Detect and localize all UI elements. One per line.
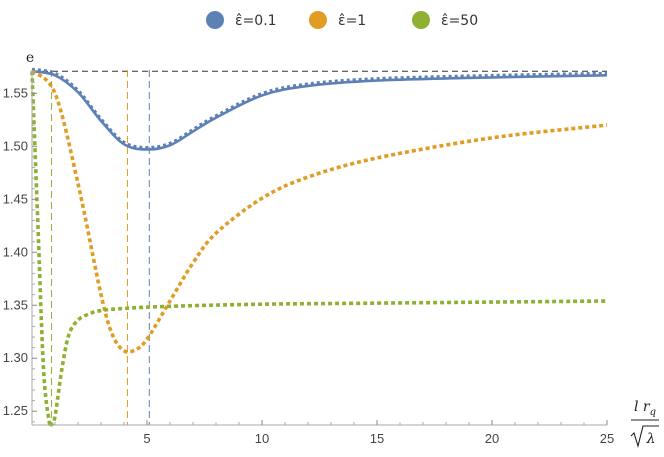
axes — [31, 70, 607, 426]
legend-marker-0 — [206, 11, 224, 29]
x-tick-label-0: 5 — [143, 431, 150, 446]
x-tick-label-3: 20 — [485, 431, 499, 446]
legend-marker-2 — [412, 11, 430, 29]
series-layer — [30, 67, 608, 429]
y-tick-label-5: 1.50 — [3, 138, 28, 153]
legend-label-0: ε̂=0.1 — [235, 13, 277, 29]
y-tick-label-2: 1.35 — [3, 297, 28, 312]
legend-label-2: ε̂=50 — [441, 13, 478, 29]
y-tick-label-6: 1.55 — [3, 85, 28, 100]
legend: ε̂=0.1 ε̂=1 ε̂=50 — [206, 11, 478, 29]
series-line-2 — [30, 71, 608, 429]
x-tick-label-2: 15 — [370, 431, 384, 446]
x-tick-label-4: 25 — [600, 431, 614, 446]
x-tick-label-1: 10 — [255, 431, 269, 446]
series-line-1 — [30, 69, 608, 354]
y-tick-label-0: 1.25 — [3, 403, 28, 418]
y-tick-label-1: 1.30 — [3, 350, 28, 365]
legend-label-1: ε̂=1 — [338, 13, 366, 29]
y-tick-label-3: 1.40 — [3, 244, 28, 259]
x-axis-title: l rq λ — [630, 399, 659, 449]
ticks: 5 10 15 20 25 1.25 1.30 1.35 1.40 1.45 1.50 1.55 — [3, 71, 614, 446]
legend-marker-1 — [309, 11, 327, 29]
x-axis-title-numerator: l rq — [634, 399, 656, 418]
series-line-0-dotted — [31, 67, 608, 149]
x-axis-title-lambda: λ — [646, 431, 656, 447]
y-tick-label-4: 1.45 — [3, 191, 28, 206]
x-axis-title-sqrt-sign — [630, 425, 659, 449]
y-axis-title: e — [26, 50, 34, 66]
reference-lines — [32, 70, 607, 425]
